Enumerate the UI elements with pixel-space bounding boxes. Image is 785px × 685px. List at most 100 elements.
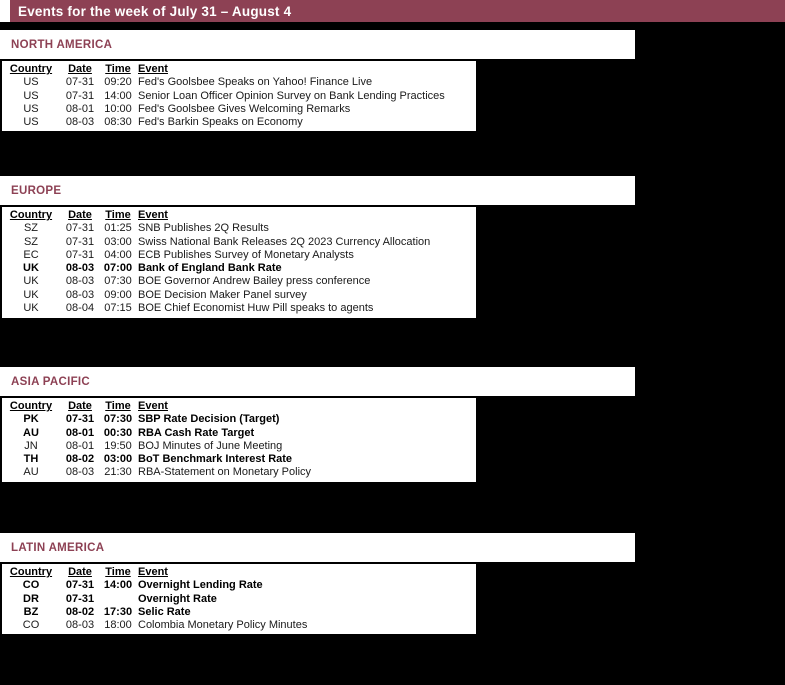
date-cell: 08-02 — [65, 453, 95, 466]
time-cell: 04:00 — [104, 248, 132, 261]
events-table: Country Date Time Event SZ 07-31 01:25 S… — [0, 205, 478, 320]
country-cell: US — [23, 116, 39, 129]
column-header-event: Event — [138, 566, 168, 578]
time-cell: 07:00 — [103, 262, 133, 275]
event-row: UK 08-03 09:00 BOE Decision Maker Panel … — [2, 289, 476, 302]
column-header-time: Time — [105, 566, 131, 578]
time-cell: 17:30 — [103, 605, 133, 618]
event-cell: Bank of England Bank Rate — [138, 262, 282, 275]
event-row: EC 07-31 04:00 ECB Publishes Survey of M… — [2, 249, 476, 262]
event-row: CO 08-03 18:00 Colombia Monetary Policy … — [2, 619, 476, 632]
event-cell: BoT Benchmark Interest Rate — [138, 453, 293, 466]
event-cell: Selic Rate — [138, 605, 191, 618]
event-row: JN 08-01 19:50 BOJ Minutes of June Meeti… — [2, 440, 476, 453]
date-cell: 07-31 — [65, 89, 95, 102]
event-cell: SNB Publishes 2Q Results — [138, 222, 269, 235]
event-cell: BOE Decision Maker Panel survey — [138, 288, 307, 301]
event-cell: Overnight Lending Rate — [138, 579, 263, 592]
time-cell: 14:00 — [103, 579, 133, 592]
date-cell: 07-31 — [65, 592, 95, 605]
time-cell: 19:50 — [104, 439, 132, 452]
country-cell: SZ — [23, 222, 39, 235]
region-section: EUROPE Country Date Time Event SZ 07-31 … — [0, 176, 635, 320]
country-cell: AU — [23, 426, 39, 439]
date-cell: 08-03 — [65, 288, 95, 301]
events-table: Country Date Time Event PK 07-31 07:30 S… — [0, 396, 478, 484]
event-cell: BOJ Minutes of June Meeting — [138, 439, 283, 452]
region-header-bar: NORTH AMERICA — [0, 30, 635, 59]
country-cell: TH — [23, 453, 39, 466]
time-cell: 07:30 — [103, 413, 133, 426]
country-cell: UK — [23, 275, 39, 288]
date-cell: 07-31 — [65, 235, 95, 248]
event-row: AU 08-01 00:30 RBA Cash Rate Target — [2, 427, 476, 440]
event-row: BZ 08-02 17:30 Selic Rate — [2, 606, 476, 619]
event-row: UK 08-03 07:30 BOE Governor Andrew Baile… — [2, 275, 476, 288]
region-section: LATIN AMERICA Country Date Time Event CO… — [0, 533, 635, 637]
country-cell: UK — [23, 262, 39, 275]
event-cell: Colombia Monetary Policy Minutes — [138, 619, 308, 632]
column-header-country: Country — [9, 566, 53, 578]
event-row: AU 08-03 21:30 RBA-Statement on Monetary… — [2, 466, 476, 479]
country-cell: CO — [22, 579, 40, 592]
event-cell: BOE Chief Economist Huw Pill speaks to a… — [138, 302, 374, 315]
event-row: PK 07-31 07:30 SBP Rate Decision (Target… — [2, 413, 476, 426]
column-header-event: Event — [138, 63, 168, 75]
region-title: LATIN AMERICA — [11, 541, 105, 554]
country-cell: BZ — [23, 605, 39, 618]
event-row: US 08-01 10:00 Fed's Goolsbee Gives Welc… — [2, 103, 476, 116]
date-cell: 08-01 — [65, 426, 95, 439]
column-header-time: Time — [105, 63, 131, 75]
event-cell: RBA-Statement on Monetary Policy — [138, 466, 312, 479]
country-cell: SZ — [23, 235, 39, 248]
time-cell: 18:00 — [104, 619, 132, 632]
time-cell: 10:00 — [104, 102, 132, 115]
country-cell: EC — [23, 248, 39, 261]
column-header-date: Date — [68, 566, 92, 578]
time-cell: 07:15 — [104, 302, 132, 315]
region-title: ASIA PACIFIC — [11, 375, 90, 388]
event-cell: Senior Loan Officer Opinion Survey on Ba… — [138, 89, 445, 102]
table-header-row: Country Date Time Event — [2, 209, 476, 222]
region-title: NORTH AMERICA — [11, 38, 113, 51]
country-cell: US — [23, 76, 39, 89]
country-cell: PK — [23, 413, 39, 426]
time-cell: 01:25 — [104, 222, 132, 235]
column-header-country: Country — [9, 209, 53, 221]
date-cell: 07-31 — [65, 222, 95, 235]
country-cell: JN — [24, 439, 38, 452]
column-header-event: Event — [138, 400, 168, 412]
date-cell: 07-31 — [65, 579, 95, 592]
time-cell: 09:20 — [104, 76, 132, 89]
column-header-date: Date — [68, 63, 92, 75]
date-cell: 08-03 — [65, 275, 95, 288]
column-header-time: Time — [105, 400, 131, 412]
time-cell: 08:30 — [104, 116, 132, 129]
page-corner-sliver — [0, 0, 10, 22]
column-header-date: Date — [68, 209, 92, 221]
region-section: ASIA PACIFIC Country Date Time Event PK … — [0, 367, 635, 484]
time-cell: 03:00 — [104, 235, 132, 248]
column-header-country: Country — [9, 400, 53, 412]
country-cell: CO — [22, 619, 40, 632]
event-row: DR 07-31 Overnight Rate — [2, 593, 476, 606]
time-cell: 14:00 — [104, 89, 132, 102]
date-cell: 08-03 — [65, 262, 95, 275]
page-title: Events for the week of July 31 – August … — [18, 3, 292, 19]
event-cell: Overnight Rate — [138, 592, 217, 605]
event-cell: BOE Governor Andrew Bailey press confere… — [138, 275, 371, 288]
column-header-date: Date — [68, 400, 92, 412]
time-cell: 21:30 — [104, 466, 132, 479]
event-cell: ECB Publishes Survey of Monetary Analyst… — [138, 248, 354, 261]
time-cell — [100, 593, 136, 606]
region-header-bar: LATIN AMERICA — [0, 533, 635, 562]
date-cell: 08-04 — [65, 302, 95, 315]
column-header-country: Country — [9, 63, 53, 75]
event-cell: RBA Cash Rate Target — [138, 426, 255, 439]
country-cell: AU — [23, 466, 39, 479]
event-cell: Fed's Goolsbee Speaks on Yahoo! Finance … — [138, 76, 373, 89]
date-cell: 08-02 — [65, 605, 95, 618]
event-cell: Fed's Goolsbee Gives Welcoming Remarks — [138, 102, 351, 115]
column-header-event: Event — [138, 209, 168, 221]
